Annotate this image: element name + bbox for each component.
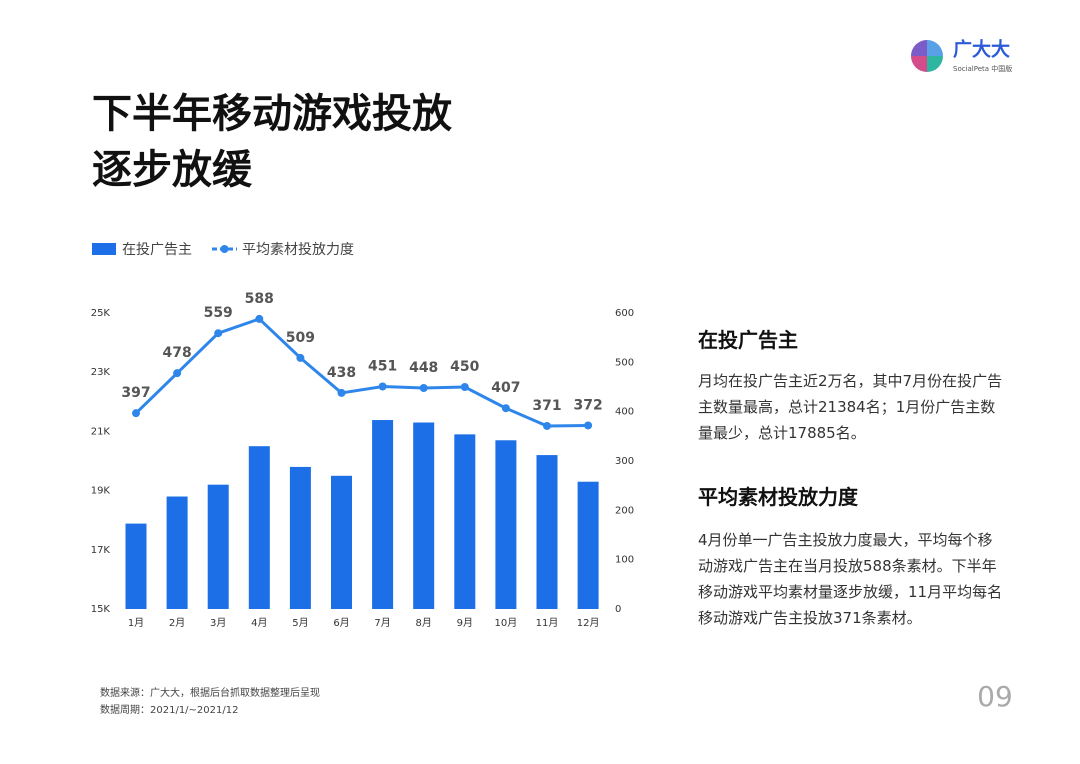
- data-label: 559: [204, 305, 233, 321]
- data-label: 448: [409, 360, 438, 376]
- bar: [207, 484, 229, 609]
- logo-sub: SocialPeta 中国版: [953, 64, 1012, 73]
- bar: [536, 455, 558, 609]
- x-tick-label: 11月: [536, 617, 559, 629]
- legend-label: 在投广告主: [122, 242, 192, 258]
- line-point: [132, 409, 140, 418]
- x-tick-label: 3月: [210, 617, 226, 629]
- x-tick-label: 12月: [577, 617, 600, 629]
- logo-icon: [911, 56, 927, 72]
- y-tick-label: 17K: [91, 545, 111, 556]
- x-tick-label: 2月: [169, 617, 185, 629]
- bar: [577, 481, 599, 609]
- line: [134, 317, 589, 428]
- logo-name: 广大大: [953, 38, 1010, 61]
- data-label: 372: [573, 397, 602, 413]
- y2-tick-label: 0: [615, 604, 621, 615]
- sidebar-heading: 在投广告主: [698, 328, 798, 352]
- title: 下半年移动游戏投放 逐步放缓: [92, 86, 452, 198]
- sidebar-heading: 平均素材投放力度: [698, 485, 858, 509]
- y2-tick-label: 400: [615, 407, 634, 418]
- x-tick-label: 9月: [457, 617, 473, 629]
- y2-tick-label: 200: [615, 505, 634, 516]
- line-point: [173, 369, 182, 378]
- y-tick-label: 19K: [91, 486, 111, 497]
- legend-swatch: [220, 245, 229, 253]
- legend-label: 平均素材投放力度: [242, 242, 354, 258]
- y-tick-label: 21K: [91, 426, 111, 437]
- bar: [495, 440, 517, 609]
- data-label: 451: [368, 359, 397, 375]
- title-line: 逐步放缓: [92, 147, 252, 193]
- data-label: 371: [532, 398, 561, 414]
- y-tick-label: 15K: [91, 604, 111, 615]
- bar: [289, 466, 311, 609]
- bar: [248, 446, 270, 609]
- x-tick-label: 10月: [495, 617, 518, 629]
- y-tick-label: 25K: [91, 308, 111, 319]
- y2-tick-label: 300: [615, 456, 634, 467]
- y2-tick-label: 600: [615, 308, 634, 319]
- x-tick-label: 8月: [416, 617, 432, 629]
- data-label: 397: [121, 385, 150, 401]
- y-tick-label: 23K: [91, 367, 111, 378]
- line-point: [543, 421, 551, 430]
- sidebar-text: 月均在投广告主近2万名，其中7月份在投广告主数量最高，总计21384名；1月份广…: [698, 372, 1003, 442]
- y2-tick-label: 500: [615, 357, 634, 368]
- period: 数据周期：2021/1/~2021/12: [100, 705, 239, 716]
- line-point: [255, 314, 264, 323]
- data-label: 478: [162, 345, 191, 361]
- bar: [413, 422, 435, 609]
- line-point: [460, 383, 469, 391]
- source: 数据来源：广大大，根据后台抓取数据整理后呈现: [100, 688, 320, 699]
- bar: [166, 496, 188, 609]
- page-number: 09: [977, 680, 1013, 713]
- bar: [125, 523, 147, 609]
- line-point: [214, 329, 223, 338]
- logo-icon: [927, 40, 943, 56]
- y2-tick-label: 100: [615, 555, 634, 566]
- logo-icon: [927, 56, 943, 72]
- logo-icon: [911, 40, 927, 56]
- data-label: 588: [245, 291, 274, 307]
- x-tick-label: 7月: [374, 617, 390, 629]
- data-label: 450: [450, 359, 479, 375]
- x-tick-label: 6月: [333, 617, 349, 629]
- legend-swatch: [92, 243, 116, 255]
- x-tick-label: 1月: [128, 617, 144, 629]
- data-label: 407: [491, 380, 520, 396]
- bar: [331, 475, 352, 609]
- sidebar-text: 4月份单一广告主投放力度最大，平均每个移动游戏广告主在当月投放588条素材。下半…: [698, 531, 1003, 627]
- watermark: 广大大: [309, 499, 411, 539]
- bar: [372, 420, 394, 609]
- line-point: [501, 404, 510, 413]
- line-point: [378, 382, 387, 391]
- data-label: 509: [286, 330, 315, 346]
- line-point: [419, 383, 428, 392]
- line-point: [584, 421, 593, 430]
- x-tick-label: 5月: [292, 617, 308, 629]
- line-point: [296, 353, 305, 362]
- bar: [454, 434, 476, 609]
- title-line: 下半年移动游戏投放: [92, 91, 452, 137]
- data-label: 438: [327, 365, 356, 381]
- x-tick-label: 4月: [251, 617, 267, 629]
- line-point: [337, 388, 346, 397]
